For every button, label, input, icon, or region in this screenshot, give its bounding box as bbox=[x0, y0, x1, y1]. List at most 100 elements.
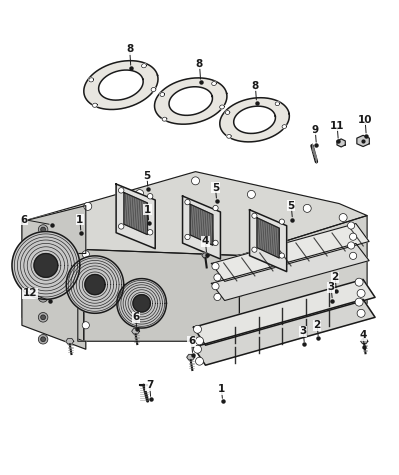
Polygon shape bbox=[219, 105, 224, 109]
Circle shape bbox=[236, 326, 243, 333]
Polygon shape bbox=[93, 103, 97, 107]
Text: 4: 4 bbox=[202, 237, 209, 247]
Polygon shape bbox=[162, 117, 167, 121]
Text: 6: 6 bbox=[188, 336, 195, 346]
Circle shape bbox=[38, 273, 48, 282]
Text: 6: 6 bbox=[132, 312, 139, 323]
Text: 7: 7 bbox=[146, 380, 153, 390]
Circle shape bbox=[279, 219, 284, 224]
Polygon shape bbox=[66, 339, 74, 344]
Polygon shape bbox=[234, 106, 275, 133]
Text: 11: 11 bbox=[330, 121, 344, 131]
Circle shape bbox=[38, 249, 48, 258]
Circle shape bbox=[119, 224, 124, 229]
Circle shape bbox=[252, 213, 257, 218]
Polygon shape bbox=[190, 204, 213, 245]
Polygon shape bbox=[194, 299, 375, 365]
Polygon shape bbox=[169, 87, 212, 115]
Circle shape bbox=[136, 190, 144, 198]
Circle shape bbox=[119, 188, 124, 193]
Polygon shape bbox=[22, 221, 32, 325]
Circle shape bbox=[348, 242, 355, 249]
Text: 9: 9 bbox=[312, 125, 319, 135]
Circle shape bbox=[82, 322, 89, 329]
Circle shape bbox=[212, 283, 219, 290]
Polygon shape bbox=[239, 216, 367, 341]
Polygon shape bbox=[84, 61, 158, 110]
Polygon shape bbox=[84, 249, 239, 341]
Polygon shape bbox=[22, 221, 84, 341]
Text: 1: 1 bbox=[76, 215, 83, 225]
Polygon shape bbox=[117, 279, 166, 328]
Circle shape bbox=[213, 205, 218, 211]
Circle shape bbox=[303, 204, 311, 212]
Polygon shape bbox=[211, 244, 369, 301]
Text: 8: 8 bbox=[252, 81, 259, 91]
Circle shape bbox=[236, 255, 243, 262]
Text: 1: 1 bbox=[218, 384, 225, 394]
Polygon shape bbox=[124, 192, 147, 235]
Circle shape bbox=[279, 253, 284, 258]
Polygon shape bbox=[225, 111, 230, 114]
Polygon shape bbox=[12, 231, 80, 299]
Text: 8: 8 bbox=[126, 44, 133, 54]
Circle shape bbox=[185, 200, 190, 205]
Polygon shape bbox=[282, 124, 286, 129]
Polygon shape bbox=[154, 78, 227, 124]
Polygon shape bbox=[257, 218, 279, 258]
Polygon shape bbox=[160, 93, 165, 96]
Polygon shape bbox=[227, 134, 231, 138]
Polygon shape bbox=[337, 139, 345, 147]
Circle shape bbox=[41, 315, 45, 320]
Polygon shape bbox=[132, 329, 140, 334]
Circle shape bbox=[212, 263, 219, 270]
Polygon shape bbox=[85, 275, 105, 294]
Text: 3: 3 bbox=[300, 326, 307, 336]
Circle shape bbox=[84, 202, 92, 210]
Text: 1: 1 bbox=[144, 205, 151, 215]
Polygon shape bbox=[22, 206, 86, 349]
Circle shape bbox=[355, 298, 363, 306]
Circle shape bbox=[41, 251, 45, 256]
Circle shape bbox=[350, 252, 357, 259]
Text: 3: 3 bbox=[328, 282, 335, 293]
Circle shape bbox=[348, 222, 355, 229]
Circle shape bbox=[41, 337, 45, 342]
Polygon shape bbox=[357, 135, 369, 146]
Circle shape bbox=[350, 233, 357, 240]
Text: 10: 10 bbox=[358, 115, 372, 125]
Polygon shape bbox=[34, 254, 58, 277]
Polygon shape bbox=[250, 210, 286, 272]
Circle shape bbox=[196, 337, 203, 345]
Polygon shape bbox=[275, 102, 280, 105]
Circle shape bbox=[339, 214, 347, 221]
Circle shape bbox=[38, 225, 48, 234]
Text: 4: 4 bbox=[359, 330, 367, 340]
Circle shape bbox=[41, 275, 45, 280]
Circle shape bbox=[252, 247, 257, 252]
Polygon shape bbox=[202, 253, 209, 258]
Circle shape bbox=[214, 274, 221, 281]
Polygon shape bbox=[99, 70, 143, 100]
Circle shape bbox=[213, 240, 218, 246]
Polygon shape bbox=[187, 354, 195, 360]
Circle shape bbox=[214, 294, 221, 301]
Text: 5: 5 bbox=[288, 200, 295, 210]
Circle shape bbox=[196, 357, 203, 365]
Polygon shape bbox=[89, 78, 94, 82]
Polygon shape bbox=[194, 279, 375, 345]
Circle shape bbox=[41, 295, 45, 300]
Circle shape bbox=[194, 325, 201, 333]
Circle shape bbox=[38, 334, 48, 344]
Circle shape bbox=[192, 177, 200, 185]
Circle shape bbox=[185, 234, 190, 239]
Text: 2: 2 bbox=[314, 320, 321, 330]
Circle shape bbox=[82, 251, 89, 258]
Circle shape bbox=[357, 309, 365, 317]
Circle shape bbox=[355, 278, 363, 286]
Polygon shape bbox=[183, 196, 220, 259]
Polygon shape bbox=[151, 87, 156, 92]
Polygon shape bbox=[211, 82, 216, 85]
Text: 6: 6 bbox=[20, 215, 28, 225]
Text: 5: 5 bbox=[212, 182, 219, 193]
